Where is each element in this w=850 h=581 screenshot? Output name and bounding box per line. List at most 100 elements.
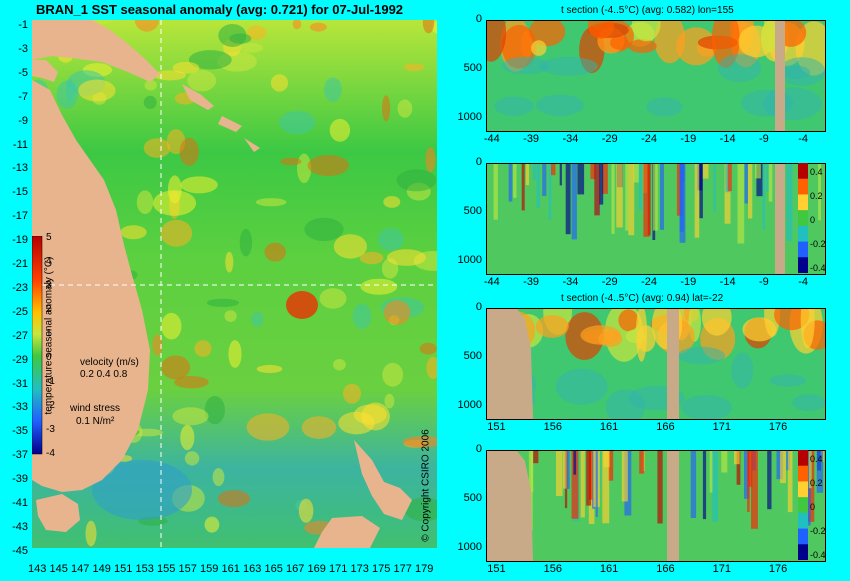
section-xtick: 156 <box>543 563 562 575</box>
anomaly-blob <box>174 376 209 389</box>
anomaly-blob <box>172 407 209 426</box>
map-lat-tick: -15 <box>12 186 28 199</box>
anomaly-blob <box>359 251 384 265</box>
anomaly-blob <box>403 63 425 72</box>
anomaly-blob <box>383 300 411 325</box>
map-lon-tick: 159 <box>200 563 219 575</box>
map-lat-tick: -1 <box>18 19 28 31</box>
anomaly-blob <box>144 80 157 91</box>
section-ytick: 0 <box>475 13 482 25</box>
map-lat-tick: -13 <box>12 162 28 175</box>
map-lat-tick: -45 <box>12 544 28 557</box>
land-new-zealand-south <box>314 516 380 548</box>
anomaly-blob <box>246 25 267 40</box>
map-colorbar-tick: 5 <box>46 232 52 243</box>
anomaly-blob <box>180 176 218 194</box>
section-xtick: -19 <box>680 276 697 288</box>
anomaly-blob <box>92 460 192 520</box>
anomaly-blob <box>402 436 437 448</box>
anomaly-blob <box>152 190 197 216</box>
anomaly-blob <box>217 490 251 508</box>
map-lat-tick: -41 <box>12 497 28 509</box>
section-ytick: 500 <box>463 62 482 74</box>
map-lat-tick: -11 <box>12 138 28 151</box>
anomaly-blob <box>264 242 286 262</box>
anomaly-blob <box>422 20 435 34</box>
anomaly-blob <box>120 225 147 240</box>
section-xtick: -39 <box>523 133 540 145</box>
velocity-colorbar-tick: 0 <box>810 215 816 225</box>
section-xtick: 176 <box>768 421 788 433</box>
anomaly-blob <box>179 137 199 166</box>
anomaly-blob <box>270 74 289 92</box>
anomaly-blob <box>136 190 154 214</box>
section-ytick: 1000 <box>457 254 482 266</box>
section-xtick: -14 <box>719 133 736 145</box>
map-colorbar-tick: -3 <box>46 424 55 435</box>
map-lon-tick: 155 <box>157 563 176 575</box>
section-xtick: -19 <box>680 133 697 145</box>
section-ytick: 0 <box>475 156 482 168</box>
anomaly-blob <box>298 498 314 523</box>
map-lon-tick: 175 <box>372 563 391 575</box>
section-xtick: -24 <box>641 276 657 288</box>
map-lon-tick: 157 <box>178 563 197 575</box>
section-xtick: 156 <box>543 421 562 433</box>
section-xtick: 171 <box>712 563 731 575</box>
anomaly-blob <box>384 393 395 409</box>
anomaly-blob <box>194 340 212 357</box>
wind-label: wind stress <box>70 403 121 414</box>
map-lon-tick: 143 <box>28 563 47 575</box>
map-colorbar-tick: -4 <box>46 448 55 459</box>
anomaly-blob <box>134 20 159 32</box>
anomaly-blob <box>204 395 225 425</box>
anomaly-blob <box>301 416 337 439</box>
anomaly-blob <box>352 303 372 330</box>
map-lon-tick: 161 <box>221 563 240 575</box>
anomaly-blob <box>419 342 437 355</box>
map-lat-tick: -7 <box>18 90 28 103</box>
map-colorbar-tick: 3 <box>46 280 52 291</box>
section-ytick: 1000 <box>457 399 482 411</box>
map-lat-tick: -5 <box>18 66 28 79</box>
section-xtick: -39 <box>523 276 540 288</box>
anomaly-blob <box>239 228 253 257</box>
anomaly-blob <box>292 20 302 30</box>
map-lat-tick: -39 <box>12 473 28 486</box>
section-xtick: -24 <box>641 133 657 145</box>
anomaly-blob <box>396 169 437 192</box>
map-lat-tick: -27 <box>12 329 28 342</box>
map-lon-tick: 145 <box>49 563 68 575</box>
anomaly-blob <box>425 147 436 173</box>
section-panel-3 <box>486 308 826 420</box>
section-ytick: 0 <box>475 443 482 455</box>
anomaly-blob <box>307 154 349 177</box>
section-xtick: 166 <box>656 563 675 575</box>
map-lon-tick: 173 <box>350 563 369 575</box>
section-xtick: -44 <box>483 133 500 145</box>
anomaly-blob <box>224 310 237 322</box>
map-lon-tick: 151 <box>114 563 133 575</box>
section-xtick: -9 <box>758 133 769 145</box>
anomaly-blob <box>161 355 191 380</box>
anomaly-blob <box>382 362 404 387</box>
anomaly-blob <box>152 334 163 356</box>
section-ytick: 1000 <box>457 541 482 553</box>
map-lon-tick: 147 <box>71 563 90 575</box>
map-lon-tick: 177 <box>393 563 412 575</box>
section-xtick: 171 <box>712 421 731 433</box>
map-lon-tick: 179 <box>415 563 434 575</box>
anomaly-blob <box>377 228 404 251</box>
map-lat-tick: -23 <box>12 281 28 294</box>
velocity-colorbar <box>798 163 808 273</box>
map-colorbar-label: temperature seasonal anomaly (°C) <box>43 256 55 415</box>
section-xtick: -4 <box>798 133 809 145</box>
section-title: t section (-4..5°C) (avg: 0.582) lon=155 <box>561 5 734 16</box>
anomaly-blob <box>188 50 232 70</box>
anomaly-blob <box>286 291 318 319</box>
anomaly-blob <box>161 312 182 340</box>
section-xtick: 161 <box>599 563 619 575</box>
anomaly-blob <box>187 70 217 92</box>
map-lon-tick: 149 <box>92 563 111 575</box>
map-colorbar <box>32 236 43 455</box>
